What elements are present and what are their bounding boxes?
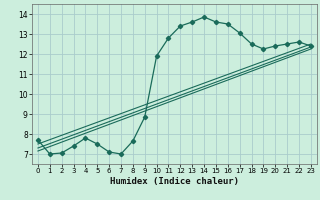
X-axis label: Humidex (Indice chaleur): Humidex (Indice chaleur) [110, 177, 239, 186]
